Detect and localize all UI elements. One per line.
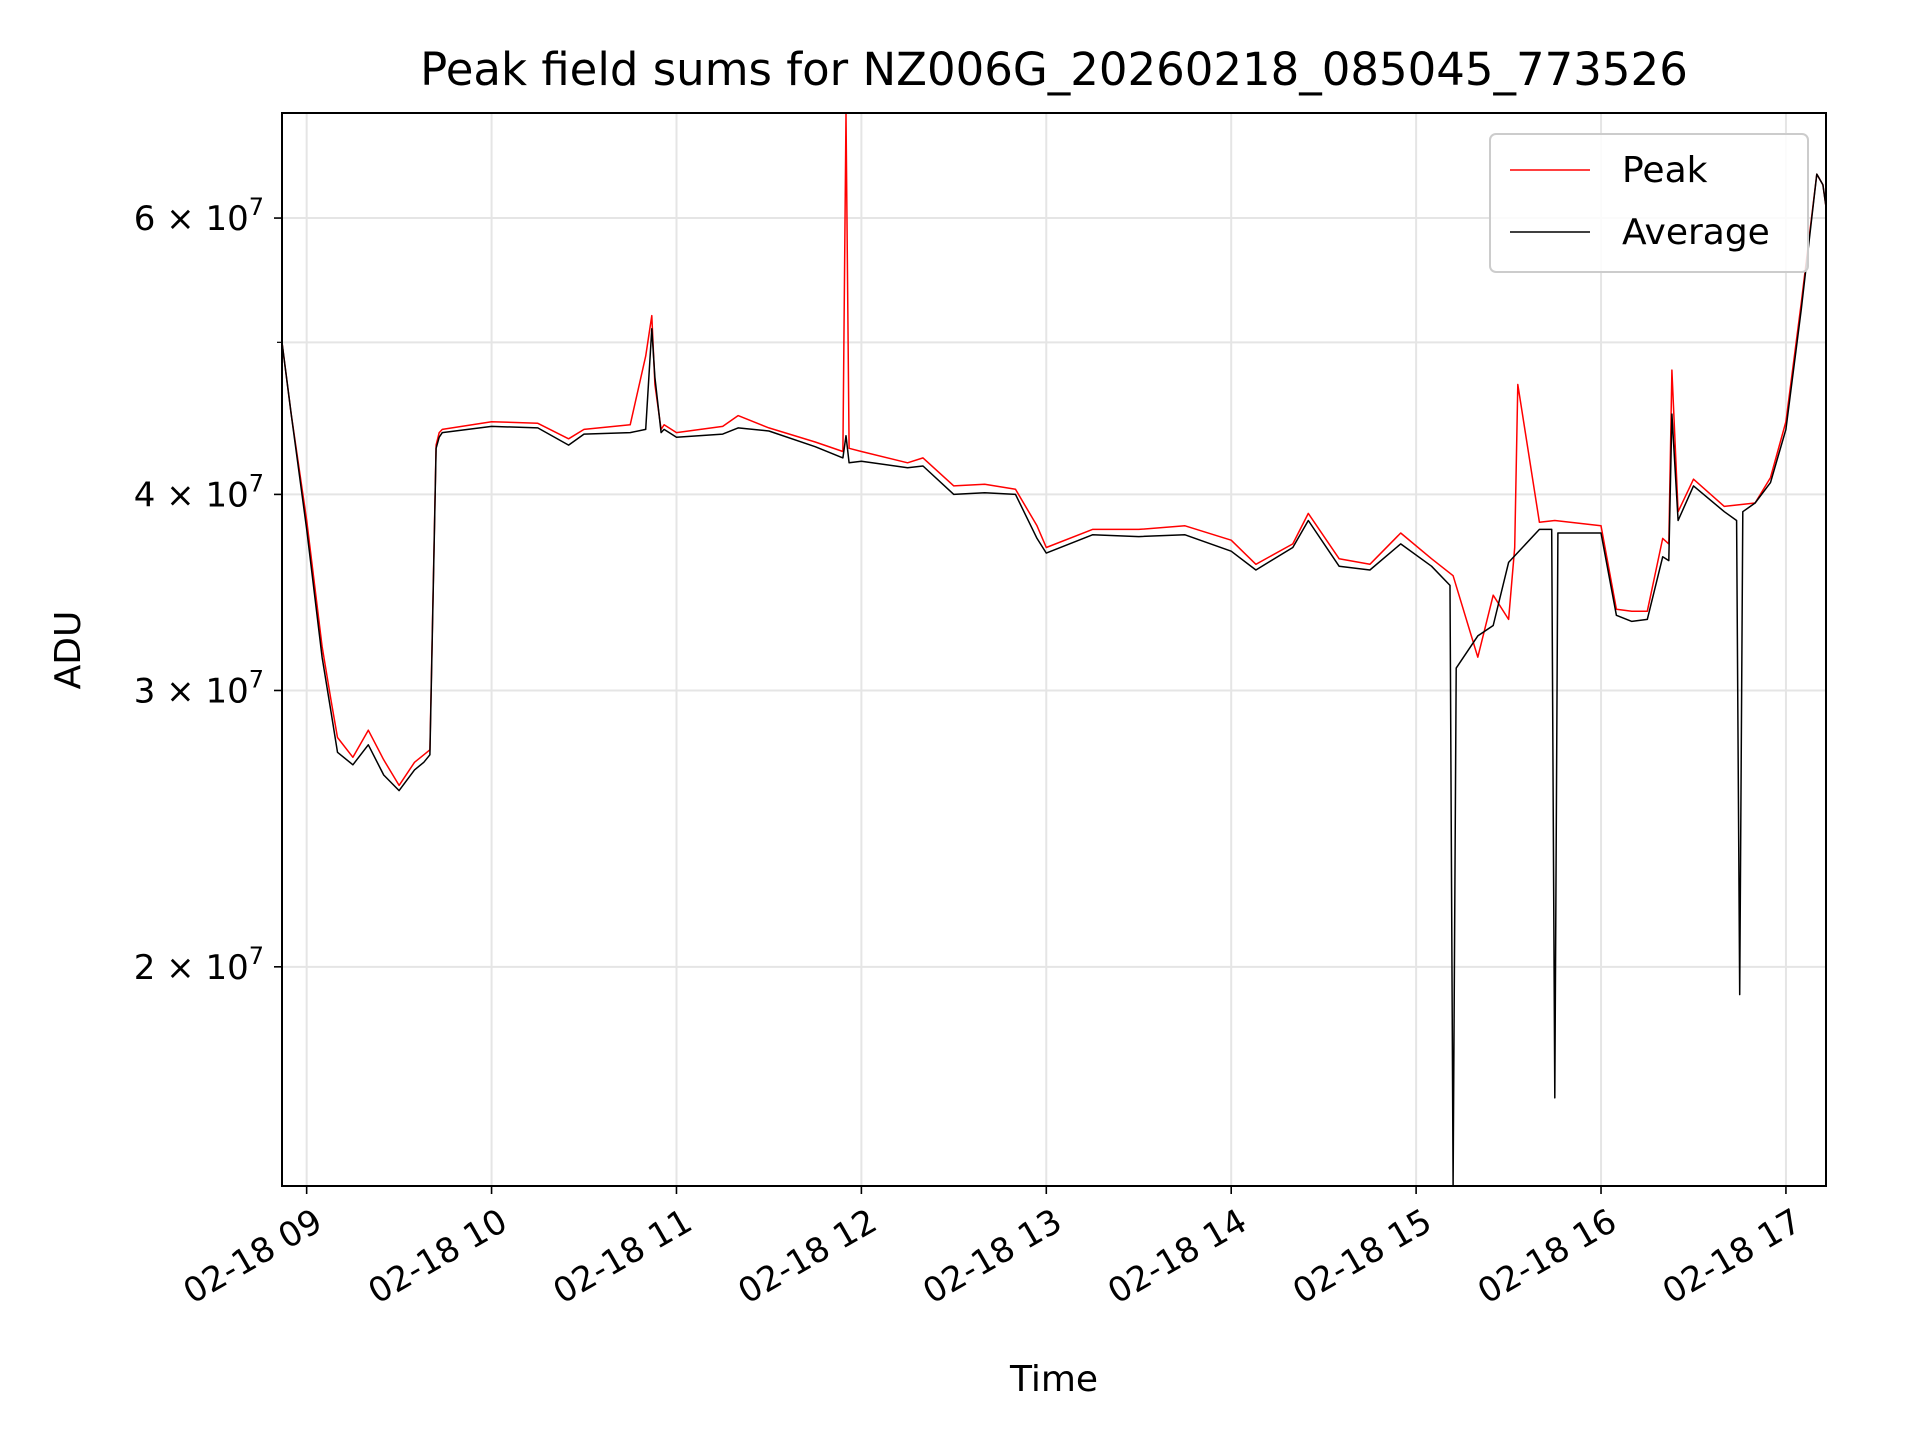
y-tick-label: 6 × 107 <box>134 193 264 239</box>
y-axis-ticks: 2 × 107 3 × 107 4 × 107 6 × 107 <box>134 193 282 988</box>
plot-frame <box>281 112 1827 1187</box>
y-tick-label: 3 × 107 <box>134 665 264 711</box>
y-tick-label: 4 × 107 <box>134 469 264 515</box>
y-axis-label: ADU <box>48 611 89 690</box>
grid <box>282 113 1826 1186</box>
series-layer <box>282 113 1826 1186</box>
legend-label-peak: Peak <box>1622 150 1708 191</box>
chart-title: Peak field sums for NZ006G_20260218_0850… <box>420 43 1688 96</box>
y-tick-label: 2 × 107 <box>134 942 264 988</box>
legend: Peak Average <box>1489 133 1809 273</box>
plot-area <box>282 113 1826 1186</box>
legend-label-average: Average <box>1622 212 1770 253</box>
series-line-average <box>282 173 1826 1186</box>
x-axis-label: Time <box>1009 1359 1098 1400</box>
legend-box <box>1489 133 1809 273</box>
